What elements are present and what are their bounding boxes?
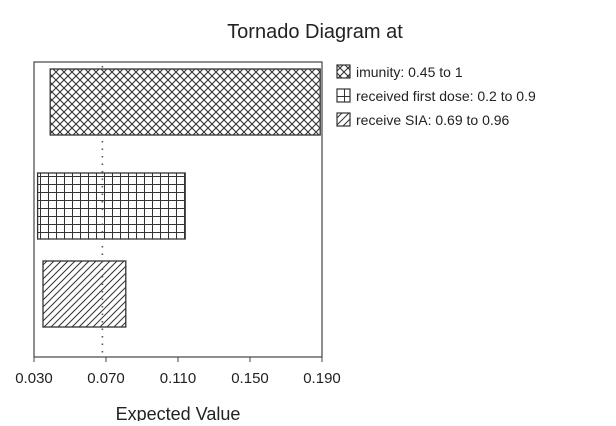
tornado-bar	[49, 68, 321, 136]
legend-label: receive SIA: 0.69 to 0.96	[356, 112, 510, 128]
chart-title: Tornado Diagram at	[227, 21, 403, 43]
x-tick-label: 0.190	[303, 370, 341, 387]
legend-label: received first dose: 0.2 to 0.9	[356, 88, 536, 104]
tornado-bar	[36, 172, 186, 240]
legend-swatch	[336, 64, 351, 79]
legend: imunity: 0.45 to 1 received first dose: 0…	[336, 64, 536, 128]
x-tick-label: 0.030	[15, 370, 53, 387]
x-axis: 0.030 0.070 0.110 0.150 0.190	[15, 357, 341, 387]
tornado-bar	[42, 260, 127, 328]
x-tick-label: 0.110	[160, 370, 196, 387]
x-axis-label: Expected Value	[116, 404, 241, 421]
legend-swatch	[336, 112, 351, 127]
x-tick-label: 0.070	[87, 370, 125, 387]
bars-layer	[36, 68, 321, 328]
legend-label: imunity: 0.45 to 1	[356, 64, 463, 80]
legend-swatch	[336, 88, 351, 103]
x-tick-label: 0.150	[231, 370, 269, 387]
